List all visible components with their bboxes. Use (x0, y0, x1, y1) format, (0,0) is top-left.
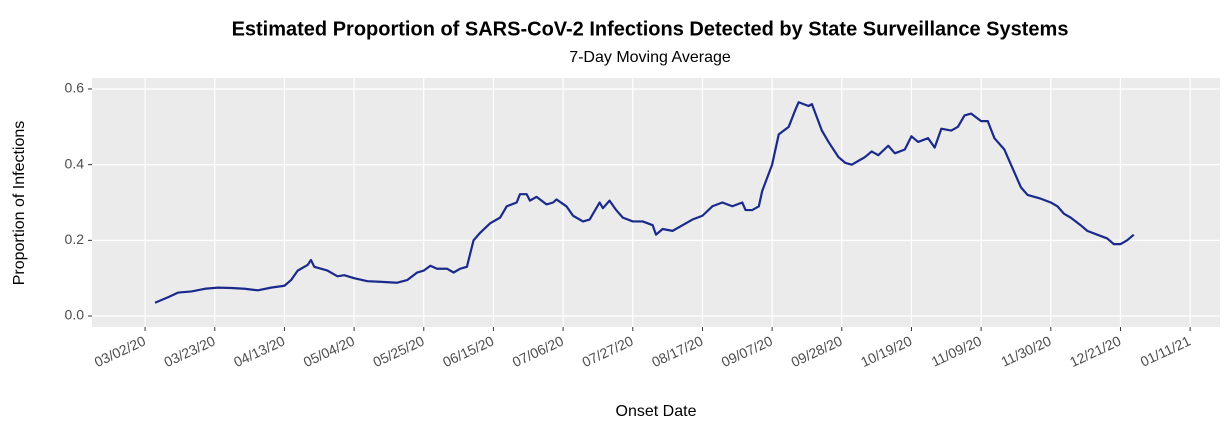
x-tick-label: 06/15/20 (440, 332, 496, 370)
x-tick-label: 07/06/20 (510, 332, 566, 370)
x-tick-label: 11/09/20 (929, 332, 984, 369)
x-tick-label: 12/21/20 (1067, 332, 1123, 370)
x-tick-label: 09/28/20 (788, 332, 844, 370)
x-tick-label: 01/11/21 (1138, 332, 1193, 369)
x-tick-label: 04/13/20 (231, 332, 287, 370)
x-tick-label: 08/17/20 (649, 332, 705, 370)
chart-subtitle: 7-Day Moving Average (569, 49, 731, 66)
x-tick-label: 07/27/20 (579, 332, 635, 370)
x-tick-label: 05/25/20 (370, 332, 426, 370)
chart-title: Estimated Proportion of SARS-CoV-2 Infec… (232, 18, 1069, 40)
x-tick-label: 11/30/20 (998, 332, 1053, 369)
x-tick-label: 10/19/20 (858, 332, 914, 370)
x-tick-label: 05/04/20 (301, 332, 357, 370)
y-tick-label: 0.6 (65, 80, 85, 96)
x-tick-label: 03/23/20 (161, 332, 217, 370)
y-tick-label: 0.4 (65, 155, 85, 171)
data-line (154, 101, 1135, 304)
y-tick-label: 0.0 (65, 307, 85, 323)
x-tick-label: 09/07/20 (719, 332, 775, 370)
x-tick-label: 03/02/20 (92, 332, 148, 370)
y-axis-title: Proportion of Infections (11, 121, 28, 286)
y-tick-label: 0.2 (65, 231, 85, 247)
x-axis-title: Onset Date (616, 403, 697, 420)
